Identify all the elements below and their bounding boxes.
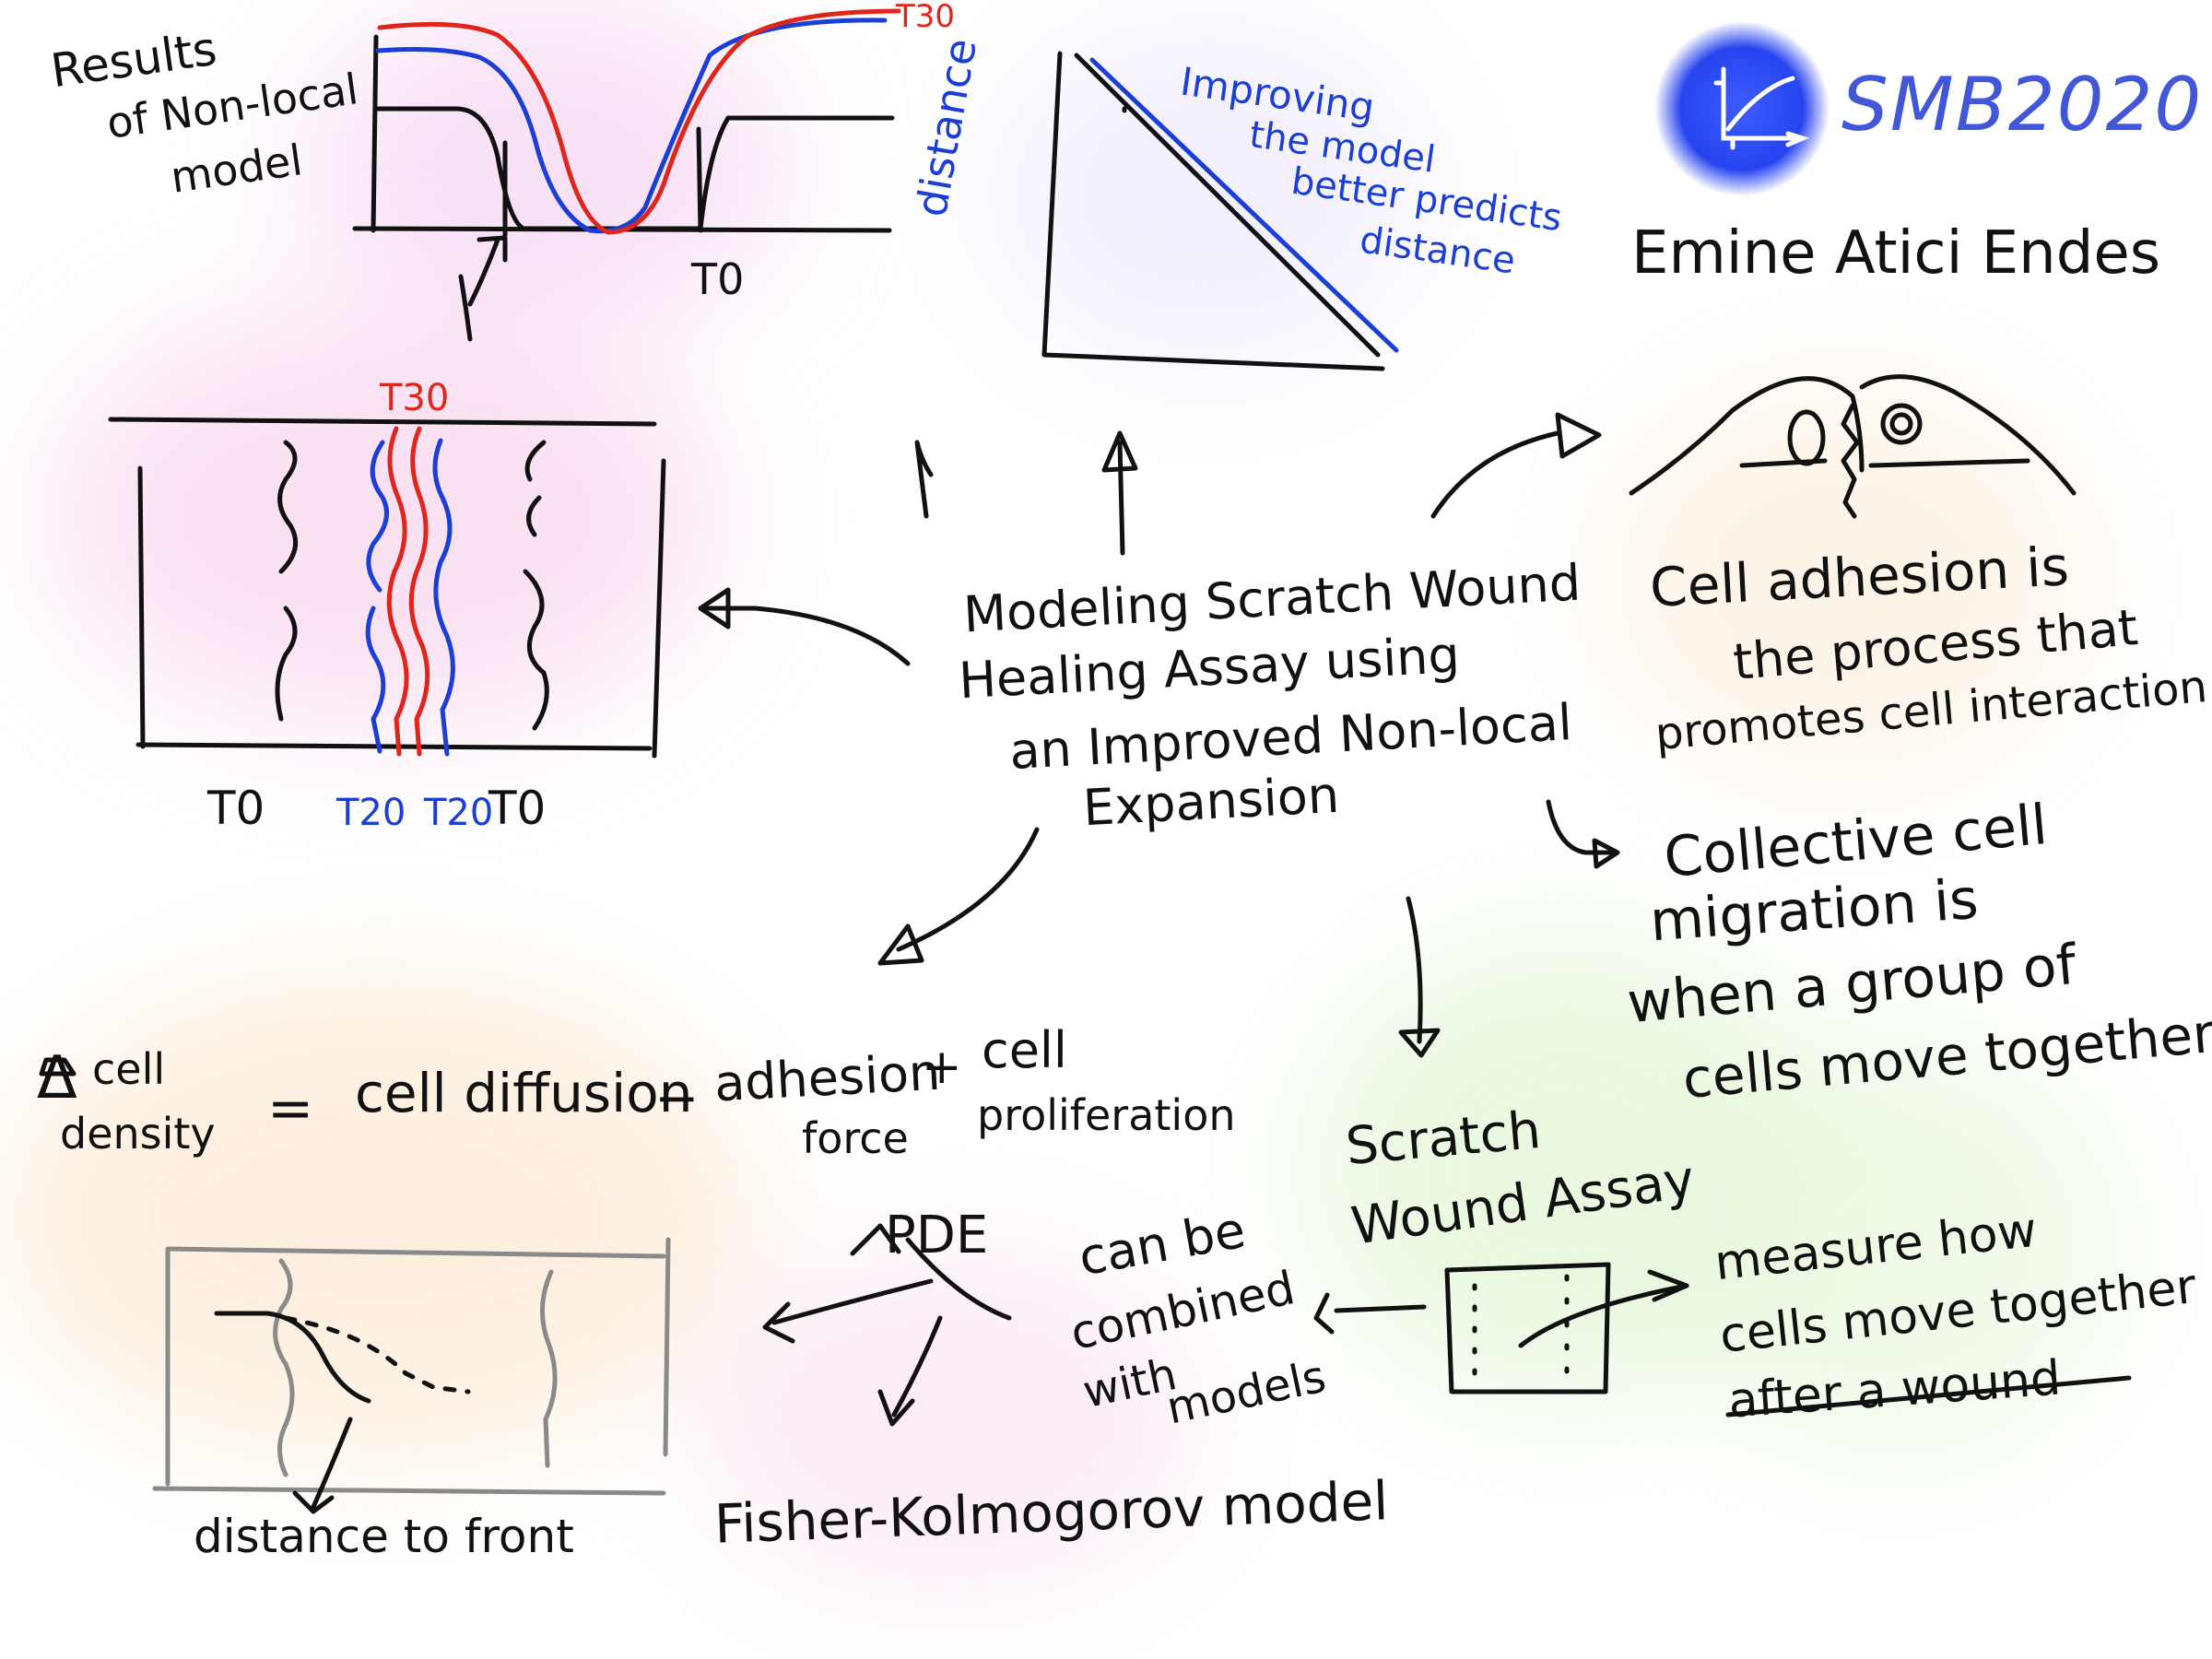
results-blue-curve bbox=[375, 18, 888, 234]
results-right-tick bbox=[696, 126, 703, 233]
wound-bottom-label-t0-right: T0 bbox=[488, 782, 547, 835]
wound-left-t30-edge bbox=[386, 426, 409, 757]
front-plot-label-arrow bbox=[292, 1417, 353, 1514]
wound-bottom-label-t0-left: T0 bbox=[207, 782, 265, 835]
equation-term2-bottom: force bbox=[802, 1113, 909, 1163]
wound-bottom-label-t20-left: T20 bbox=[336, 792, 406, 834]
equation-equals: = bbox=[267, 1077, 314, 1141]
front-plot bbox=[152, 1237, 671, 1496]
right-cell-outline bbox=[1859, 374, 2077, 496]
logo-glow bbox=[1654, 21, 1830, 196]
results-t0-label: T0 bbox=[691, 254, 745, 304]
equation-lhs-top: cell bbox=[92, 1044, 166, 1094]
distance-plot-axes bbox=[1041, 51, 1385, 371]
results-plot-y-axis bbox=[371, 34, 379, 233]
center-title-line4: Expansion bbox=[1081, 765, 1341, 838]
results-down-arrow bbox=[458, 274, 473, 342]
scratch-assay-wound-line bbox=[1518, 1283, 1689, 1348]
front-plot-solid-curve bbox=[214, 1311, 371, 1404]
cell-baseline bbox=[1739, 458, 2030, 468]
wound-left-border bbox=[137, 465, 146, 749]
results-t30-label: T30 bbox=[896, 0, 956, 35]
equation-term3-bottom: proliferation bbox=[977, 1090, 1236, 1140]
front-plot-top-line bbox=[165, 1246, 666, 1259]
arrow-to-wound-diagram bbox=[698, 587, 911, 666]
arrow-to-scratch-assay bbox=[1398, 896, 1441, 1058]
equation-term1: cell diffusion bbox=[355, 1062, 693, 1124]
scratch-assay-arrow-left bbox=[1313, 1292, 1427, 1335]
front-plot-right-edge bbox=[540, 1269, 558, 1468]
wound-top-label: T30 bbox=[380, 377, 450, 419]
logo-text: SMB2020 bbox=[1841, 62, 2204, 147]
results-red-curve bbox=[377, 8, 901, 235]
arrow-to-distance-plot bbox=[1101, 430, 1138, 556]
front-plot-bottom-line bbox=[152, 1486, 666, 1496]
arrow-to-adhesion bbox=[1430, 412, 1602, 519]
wound-right-t20-edge bbox=[432, 438, 455, 757]
bg-blob-peach bbox=[0, 977, 756, 1456]
distance-plot-blue-line bbox=[1089, 57, 1399, 353]
results-plot bbox=[352, 34, 895, 342]
wound-diagram bbox=[108, 417, 934, 759]
results-small-arrow bbox=[467, 235, 508, 307]
arrow-to-collective bbox=[1546, 799, 1620, 869]
equation-delta: Δ bbox=[37, 1044, 77, 1112]
front-plot-left-edge bbox=[273, 1258, 295, 1477]
pde-top-arrow bbox=[850, 1223, 1012, 1321]
scratch-assay-square bbox=[1444, 1262, 1611, 1394]
equation-plus: + bbox=[922, 1040, 962, 1095]
wound-top-line bbox=[108, 417, 657, 427]
scratch-assay-arrow-right bbox=[1647, 1269, 1689, 1302]
results-black-curve bbox=[375, 106, 895, 231]
pde-down-arrow bbox=[877, 1315, 943, 1427]
equation-minus: − bbox=[654, 1066, 700, 1129]
equation-lhs-bottom: density bbox=[60, 1109, 216, 1159]
equation-term2-top: adhesion bbox=[712, 1042, 942, 1113]
right-nucleus bbox=[1880, 403, 1923, 445]
distance-plot bbox=[1041, 51, 1385, 371]
front-plot-label: distance to front bbox=[194, 1510, 574, 1563]
wound-right-t30-edge bbox=[408, 426, 430, 757]
arrow-to-equation bbox=[877, 827, 1040, 966]
left-cell-outline bbox=[1629, 376, 1865, 496]
equation-term3-top: cell bbox=[982, 1021, 1067, 1079]
front-plot-right-border bbox=[663, 1237, 671, 1457]
pde-left-arrow bbox=[762, 1278, 934, 1344]
adhesion-cells-sketch bbox=[1629, 374, 2077, 519]
scratch-assay-text-underline bbox=[1725, 1375, 2132, 1418]
wound-left-t0-edge bbox=[275, 440, 299, 722]
cell-junction bbox=[1841, 403, 1860, 519]
presenter-name: Emine Atici Endes bbox=[1631, 219, 2161, 288]
scratch-assay-sketch bbox=[1313, 1262, 2132, 1418]
distance-plot-black-line bbox=[1074, 53, 1381, 358]
logo-graph-icon bbox=[1713, 66, 1810, 150]
wound-right-border bbox=[652, 458, 666, 759]
wound-bottom-label-t20-right: T20 bbox=[424, 792, 494, 834]
wound-right-t0-edge bbox=[523, 440, 549, 731]
wound-bottom-line bbox=[135, 742, 653, 751]
left-nucleus bbox=[1787, 409, 1826, 466]
wound-left-t20-edge bbox=[365, 440, 390, 754]
pde-label: PDE bbox=[885, 1206, 989, 1265]
front-plot-dashed-curve bbox=[283, 1315, 471, 1394]
smb-logo bbox=[1654, 21, 1830, 196]
